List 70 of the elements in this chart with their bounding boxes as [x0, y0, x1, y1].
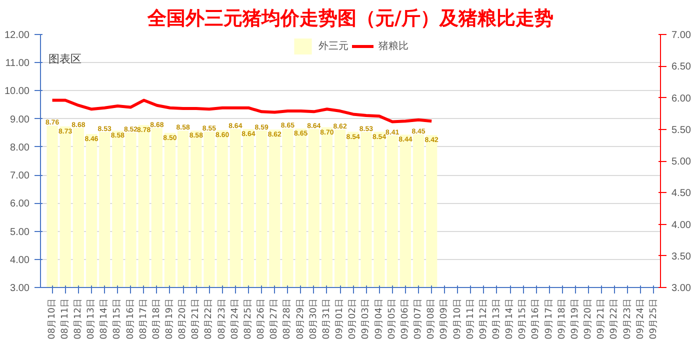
y-tick-label: 8.00	[10, 142, 30, 154]
x-tick-label: 08月14日	[100, 298, 110, 340]
x-tick-label: 09月06日	[400, 298, 410, 340]
x-tick-label: 09月07日	[414, 298, 424, 340]
x-tick-label: 08月17日	[138, 298, 149, 340]
y2-tick-label: 5.50	[672, 124, 692, 136]
x-tick-label: 08月18日	[152, 298, 162, 340]
x-tick-label: 08月20日	[178, 298, 188, 340]
x-tick-label: 09月17日	[544, 298, 554, 340]
x-tick-label: 09月14日	[505, 298, 516, 340]
x-tick-label: 09月20日	[584, 298, 594, 340]
x-tick-label: 09月25日	[648, 298, 659, 340]
y-tick-label: 4.00	[10, 254, 30, 266]
x-tick-label: 08月15日	[112, 298, 123, 340]
x-tick-label: 09月05日	[387, 298, 398, 340]
legend-label: 外三元	[318, 40, 348, 53]
legend-label: 猪粮比	[378, 40, 408, 53]
x-tick-label: 09月19日	[570, 298, 580, 340]
x-tick-label: 09月11日	[466, 298, 476, 340]
y-tick-label: 11.00	[5, 58, 30, 70]
x-tick-label: 09月21日	[596, 298, 607, 340]
x-tick-label: 09月12日	[478, 298, 489, 340]
x-tick-label: 09月15日	[518, 298, 528, 340]
x-tick-label: 08月27日	[270, 298, 280, 340]
y-tick-label: 3.00	[10, 283, 30, 294]
x-tick-label: 08月29日	[296, 298, 306, 340]
annotation: 图表区	[48, 52, 82, 66]
y2-tick-label: 6.00	[672, 93, 692, 104]
y-tick-label: 12.00	[4, 30, 30, 41]
x-tick-label: 08月30日	[308, 298, 319, 340]
y-tick-label: 5.00	[10, 226, 30, 238]
x-tick-label: 08月10日	[47, 298, 58, 340]
x-tick-label: 08月16日	[126, 298, 136, 340]
x-tick-label: 08月24日	[230, 298, 240, 340]
y-tick-label: 7.00	[10, 170, 30, 182]
x-tick-label: 09月16日	[531, 298, 542, 340]
x-tick-label: 09月04日	[374, 298, 384, 340]
x-tick-label: 08月25日	[243, 298, 254, 340]
x-tick-label: 08月22日	[204, 298, 214, 340]
x-tick-label: 09月03日	[361, 298, 372, 340]
y2-tick-label: 5.00	[672, 156, 692, 168]
y-tick-label: 9.00	[10, 114, 30, 126]
x-tick-label: 08月21日	[191, 298, 202, 340]
x-tick-label: 09月01日	[335, 298, 346, 340]
y-tick-label: 10.00	[4, 86, 30, 98]
x-tick-label: 08月28日	[282, 298, 293, 340]
chart-title: 全国外三元猪均价走势图（元/斤）及猪粮比走势	[146, 8, 554, 30]
x-tick-label: 08月23日	[217, 298, 228, 340]
x-tick-label: 09月13日	[492, 298, 502, 340]
y2-tick-label: 3.50	[672, 251, 692, 262]
x-tick-label: 09月22日	[610, 298, 620, 340]
y-tick-label: 6.00	[10, 198, 30, 210]
y2-tick-label: 4.50	[672, 188, 692, 200]
y2-tick-label: 4.00	[672, 220, 692, 231]
x-tick-label: 08月31日	[322, 298, 332, 340]
x-tick-label: 09月24日	[636, 298, 646, 340]
y2-tick-label: 6.50	[672, 62, 692, 73]
x-tick-label: 08月11日	[60, 298, 70, 340]
x-tick-label: 08月19日	[164, 298, 175, 340]
x-tick-label: 08月13日	[86, 298, 97, 340]
x-tick-label: 09月18日	[557, 298, 568, 340]
x-tick-label: 08月26日	[256, 298, 267, 340]
x-tick-label: 09月23日	[622, 298, 633, 340]
y2-tick-label: 3.00	[672, 283, 692, 294]
x-tick-label: 09月08日	[426, 298, 437, 340]
x-tick-label: 09月10日	[452, 298, 463, 340]
x-tick-label: 08月12日	[73, 298, 84, 340]
y2-tick-label: 7.00	[672, 30, 692, 41]
x-tick-label: 09月02日	[348, 298, 358, 340]
x-tick-label: 09月09日	[440, 298, 450, 340]
